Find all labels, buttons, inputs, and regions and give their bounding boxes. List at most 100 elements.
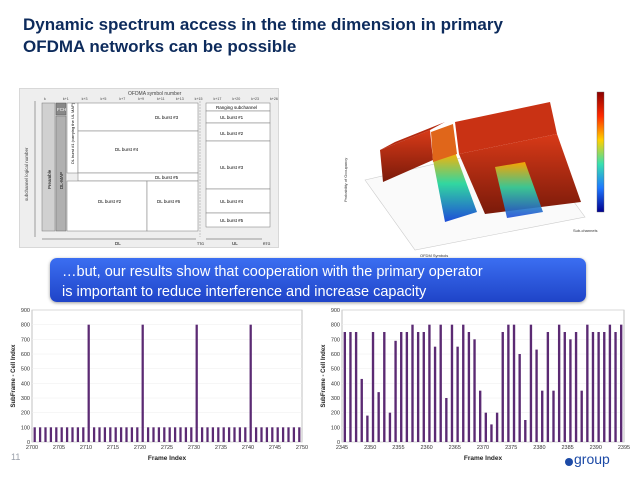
y-tick-label: 500 bbox=[21, 367, 30, 373]
x-tick-label: 2390 bbox=[590, 445, 602, 451]
z-axis-label: Probability of Occupancy bbox=[343, 158, 348, 202]
bar bbox=[249, 324, 252, 442]
bar bbox=[33, 427, 36, 442]
bar bbox=[478, 390, 482, 442]
ul-burst-5-label: UL burst #5 bbox=[220, 218, 244, 223]
symbol-tick-label: k bbox=[44, 97, 46, 101]
bar bbox=[179, 427, 182, 442]
x-tick-label: 2705 bbox=[53, 445, 65, 451]
symbol-tick-label: k+26 bbox=[270, 97, 278, 101]
y-axis-label: SubFrame - Cell Index bbox=[321, 344, 327, 408]
surface-plateau-left bbox=[380, 130, 433, 182]
y-tick-label: 300 bbox=[21, 396, 30, 402]
bar bbox=[254, 427, 258, 442]
bar bbox=[529, 324, 533, 442]
bar bbox=[490, 424, 493, 442]
bar bbox=[71, 427, 74, 442]
bar bbox=[574, 332, 578, 442]
bar bbox=[439, 324, 442, 442]
bar bbox=[276, 427, 279, 442]
x-tick-label: 2385 bbox=[561, 445, 573, 451]
dl-burst-4-block bbox=[77, 130, 199, 174]
y-tick-label: 200 bbox=[21, 411, 30, 417]
bar bbox=[428, 324, 431, 442]
x-tick-label: 2345 bbox=[336, 445, 348, 451]
bar bbox=[360, 378, 363, 442]
bar bbox=[195, 324, 198, 442]
preamble-block bbox=[41, 102, 56, 232]
bar bbox=[244, 427, 247, 442]
bar bbox=[44, 427, 47, 442]
bar bbox=[377, 392, 380, 442]
bar bbox=[119, 427, 123, 442]
colorbar bbox=[596, 91, 605, 213]
bar bbox=[141, 324, 144, 442]
x-axis-label: Frame Index bbox=[464, 455, 503, 462]
ul-burst-2-label: UL burst #2 bbox=[220, 131, 244, 136]
bar bbox=[343, 332, 347, 442]
y-tick-label: 0 bbox=[27, 440, 30, 446]
symbol-tick-label: k+15 bbox=[195, 97, 203, 101]
symbol-tick-label: k+20 bbox=[232, 97, 240, 101]
symbol-ticks: k k+1 k+3 k+5 k+7 k+9 k+11 k+13 k+15 k+17 k+20 k+23… bbox=[44, 97, 278, 101]
bar bbox=[366, 415, 369, 442]
callout-line-1: …but, our results show that cooperation … bbox=[62, 264, 483, 280]
bar bbox=[271, 427, 274, 442]
y-tick-label: 100 bbox=[331, 425, 340, 431]
bar bbox=[422, 332, 425, 442]
bar bbox=[473, 339, 476, 442]
x-tick-label: 2740 bbox=[242, 445, 254, 451]
y-axis-label: subchannel logical number bbox=[24, 147, 29, 201]
y-tick-label: 500 bbox=[331, 367, 340, 373]
bar bbox=[163, 427, 166, 442]
dl-burst-6-block bbox=[146, 180, 199, 232]
x-tick-label: 2745 bbox=[269, 445, 281, 451]
symbol-tick-label: k+5 bbox=[101, 97, 107, 101]
bar bbox=[130, 427, 134, 442]
bar bbox=[92, 427, 96, 442]
bar bbox=[222, 427, 225, 442]
dl-burst-5-block bbox=[77, 172, 199, 182]
bar bbox=[388, 412, 392, 442]
x-tick-label: 2395 bbox=[618, 445, 630, 451]
dl-map-label: DL-MAP bbox=[59, 172, 64, 189]
bar bbox=[456, 346, 459, 442]
bar bbox=[287, 427, 290, 442]
bar bbox=[433, 346, 437, 442]
dl-map-block bbox=[55, 115, 67, 232]
x-tick-label: 2730 bbox=[188, 445, 200, 451]
bar bbox=[495, 412, 499, 442]
symbol-tick-label: k+23 bbox=[251, 97, 259, 101]
bar bbox=[65, 427, 69, 442]
symbol-tick-label: k+3 bbox=[82, 97, 88, 101]
bar bbox=[501, 332, 504, 442]
logo-icon bbox=[565, 458, 573, 466]
y-tick-label: 400 bbox=[331, 381, 340, 387]
bar bbox=[608, 324, 612, 442]
x-tick-label: 2750 bbox=[296, 445, 308, 451]
bar bbox=[535, 349, 538, 442]
bar bbox=[619, 324, 623, 442]
y-tick-label: 600 bbox=[21, 352, 30, 358]
bar bbox=[546, 332, 550, 442]
y-tick-label: 900 bbox=[331, 308, 340, 314]
preamble-label: Preamble bbox=[47, 169, 52, 189]
y-axis-label-3d: Sub-channels bbox=[573, 228, 597, 233]
surface-dip-wall bbox=[431, 124, 457, 162]
y-tick-label: 200 bbox=[331, 411, 340, 417]
y-tick-label: 300 bbox=[331, 396, 340, 402]
bar bbox=[518, 354, 521, 442]
symbol-tick-label: k+17 bbox=[214, 97, 222, 101]
bar bbox=[349, 332, 352, 442]
bar bbox=[411, 324, 414, 442]
left-frame-chart: 0 100 200 300 400 500 600 700 800 900 2700 2705 2710… bbox=[8, 306, 308, 469]
plot-area bbox=[31, 309, 303, 443]
dl-burst-5-label: DL burst #5 bbox=[155, 175, 179, 180]
dl-burst-2-block bbox=[66, 180, 148, 232]
surface-valley bbox=[495, 162, 543, 218]
bar bbox=[38, 427, 42, 442]
bar bbox=[206, 427, 209, 442]
bar bbox=[157, 427, 161, 442]
dl-burst-3-block bbox=[77, 102, 199, 132]
bar bbox=[400, 332, 403, 442]
